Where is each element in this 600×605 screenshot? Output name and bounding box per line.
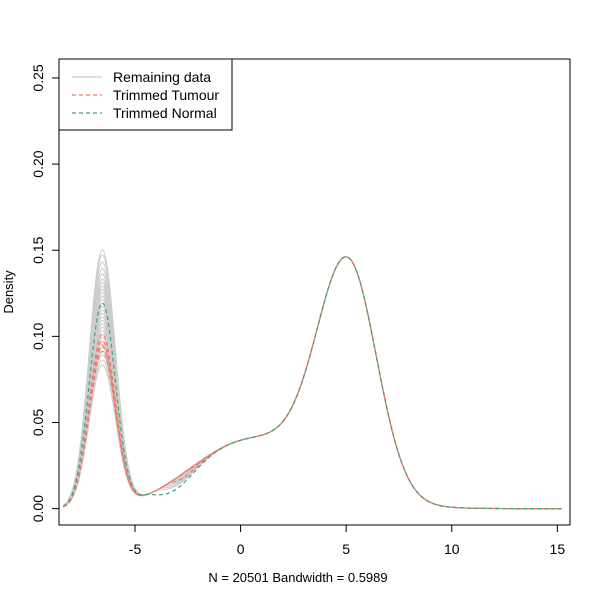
remaining-data-series-line (62, 256, 562, 510)
remaining-data-series-line (62, 256, 562, 510)
remaining-data-series-line (63, 256, 562, 510)
trimmed-normal-series-line (62, 256, 562, 510)
trimmed-tumour-series-line (62, 256, 562, 510)
x-tick-label: 15 (550, 541, 566, 557)
density-curves (62, 249, 562, 510)
x-axis: -5 0 5 10 15 (129, 524, 566, 557)
remaining-data-series-line (62, 256, 562, 510)
remaining-data-series-line (62, 256, 562, 510)
y-tick-label: 0.00 (30, 495, 46, 522)
remaining-data-series-line (63, 256, 562, 510)
remaining-data-series-line (62, 256, 562, 510)
remaining-data-series-line (62, 256, 562, 510)
x-tick-label: 10 (444, 541, 460, 557)
remaining-data-series-line (62, 256, 562, 510)
y-tick-label: 0.25 (30, 64, 46, 91)
remaining-data-series-line (62, 256, 562, 510)
remaining-data-series-line (62, 256, 562, 510)
remaining-data-series-line (62, 256, 562, 510)
remaining-data-series-line (63, 256, 562, 510)
trimmed-tumour-series-line (62, 256, 562, 510)
legend-label: Trimmed Normal (113, 105, 217, 121)
remaining-data-series-line (62, 256, 562, 510)
y-tick-label: 0.05 (30, 409, 46, 436)
remaining-data-series-line (63, 256, 562, 510)
remaining-data-series-line (62, 254, 562, 510)
remaining-data-series-line (62, 256, 562, 510)
remaining-data-series-line (63, 256, 562, 510)
remaining-data-series-line (62, 256, 562, 510)
remaining-data-series-line (62, 256, 562, 510)
x-tick-label: 5 (342, 541, 350, 557)
remaining-data-series-line (63, 256, 562, 510)
legend: Remaining data Trimmed Tumour Trimmed Norm… (58, 58, 233, 131)
remaining-data-series-line (63, 256, 562, 510)
trimmed-tumour-series-line (62, 256, 562, 510)
remaining-data-series-line (62, 256, 562, 510)
x-axis-title: N = 20501 Bandwidth = 0.5989 (208, 570, 387, 585)
y-axis-title: Density (1, 270, 16, 314)
remaining-data-series-line (62, 256, 562, 510)
x-tick-label: -5 (129, 541, 142, 557)
y-tick-label: 0.10 (30, 323, 46, 350)
x-tick-label: 0 (237, 541, 245, 557)
y-tick-label: 0.20 (30, 150, 46, 177)
legend-label: Remaining data (113, 69, 211, 85)
legend-label: Trimmed Tumour (113, 87, 219, 103)
y-axis: 0.00 0.05 0.10 0.15 0.20 0.25 (30, 64, 60, 522)
y-tick-label: 0.15 (30, 236, 46, 263)
remaining-data-series-line (62, 256, 562, 510)
remaining-data-series-line (62, 249, 562, 510)
remaining-data-series-line (62, 256, 562, 510)
remaining-data-series-line (62, 256, 562, 510)
trimmed-tumour-series-line (62, 256, 562, 510)
remaining-data-series-line (62, 256, 562, 510)
remaining-data-series-line (62, 256, 562, 510)
